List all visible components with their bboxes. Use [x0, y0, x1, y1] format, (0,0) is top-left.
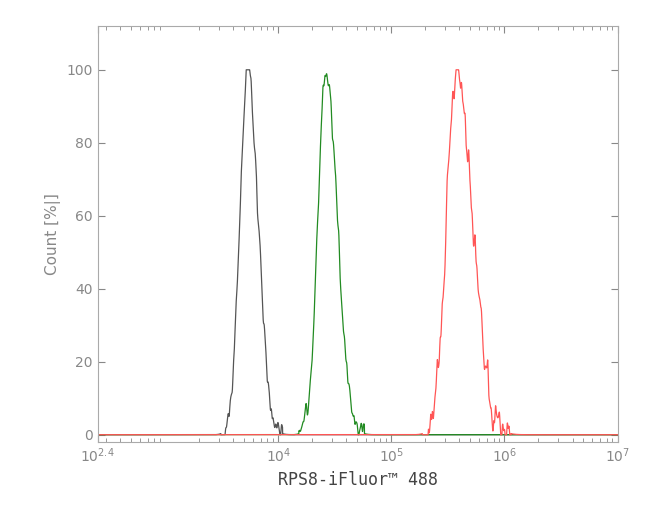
X-axis label: RPS8-iFluor™ 488: RPS8-iFluor™ 488 [278, 471, 437, 489]
Y-axis label: Count [%|]: Count [%|] [45, 193, 60, 275]
